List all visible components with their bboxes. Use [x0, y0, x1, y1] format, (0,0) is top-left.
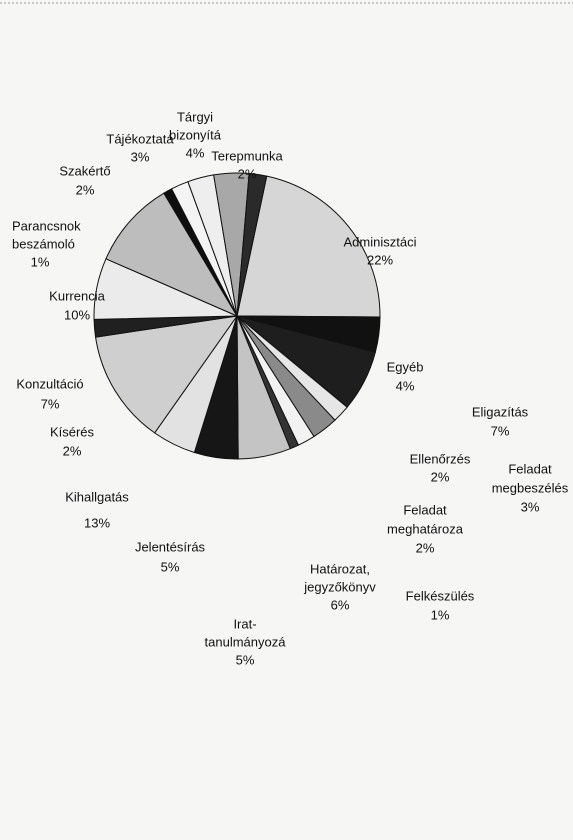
- value-label: 3%: [131, 149, 150, 164]
- slice: [105, 192, 239, 318]
- slice-label: Kurrencia: [49, 288, 105, 303]
- slice-label: beszámoló: [12, 236, 75, 251]
- slice-label: Szakértő: [59, 163, 110, 178]
- value-label: 10%: [64, 307, 90, 322]
- slice-label: Felkészülés: [406, 588, 475, 603]
- value-label: 3%: [521, 499, 540, 514]
- slice-label: Parancsnok: [12, 218, 81, 233]
- slice-label: Egyéb: [387, 359, 424, 374]
- slice: [236, 175, 381, 318]
- slice-label: Konzultáció: [16, 376, 83, 391]
- slice-label: Ellenőrzés: [410, 451, 471, 466]
- slice: [236, 172, 268, 317]
- slice-label: Tájékoztatá: [106, 131, 174, 146]
- slice-label: megbeszélés: [492, 480, 569, 495]
- labels: Adminisztáci 22% Egyéb 4% Eligazítás 7% Ellenő…: [12, 109, 569, 667]
- slice-label: Feladat: [403, 502, 447, 517]
- value-label: 2%: [431, 469, 450, 484]
- slice-label: Kihallgatás: [65, 489, 129, 504]
- slice-label: tanulmányozá: [205, 634, 287, 649]
- value-label: 5%: [236, 652, 255, 667]
- value-label: 5%: [161, 559, 180, 574]
- slice-label: Feladat: [508, 461, 552, 476]
- value-label: 2%: [416, 540, 435, 555]
- slice-label: Tárgyi: [177, 109, 213, 124]
- slice-label: Jelentésírás: [135, 539, 206, 554]
- slice-label: Kísérés: [50, 424, 95, 439]
- value-label: 2%: [63, 443, 82, 458]
- value-label: 1%: [31, 254, 50, 269]
- value-label: 7%: [41, 396, 60, 411]
- slice-label: Terepmunka: [211, 148, 283, 163]
- slice-label: bizonyítá: [169, 127, 222, 142]
- slice: [95, 315, 239, 434]
- value-label: 1%: [431, 607, 450, 622]
- slice-label: Eligazítás: [472, 404, 529, 419]
- slice-label: jegyzőkönyv: [303, 579, 376, 594]
- slice-label: Irat-: [233, 616, 256, 631]
- value-label: 6%: [331, 597, 350, 612]
- value-label: 13%: [84, 515, 110, 530]
- slice-label: Határozat,: [310, 561, 370, 576]
- slice-label: meghatároza: [387, 521, 464, 536]
- value-label: 22%: [367, 252, 393, 267]
- value-label: 2%: [76, 182, 95, 197]
- value-label: 7%: [491, 423, 510, 438]
- slice-label: Adminisztáci: [344, 234, 417, 249]
- value-label: 2%: [238, 166, 257, 181]
- value-label: 4%: [396, 378, 415, 393]
- value-label: 4%: [186, 145, 205, 160]
- pie: [93, 172, 381, 460]
